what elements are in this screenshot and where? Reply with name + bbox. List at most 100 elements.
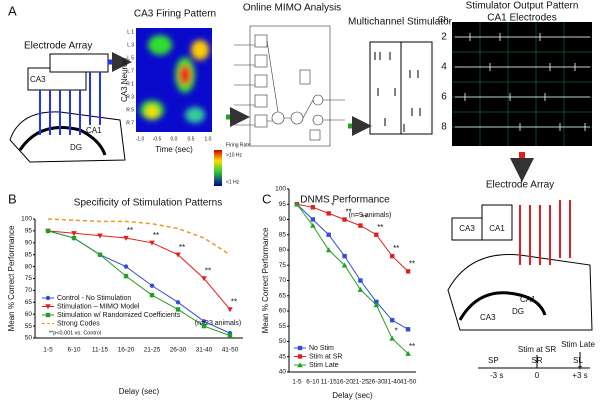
title: Multichannel Stimulator bbox=[348, 17, 453, 28]
charts: B Specificity of Stimulation Patterns Mean… bbox=[7, 186, 417, 400]
y-tick-label: 80 bbox=[25, 263, 33, 270]
colorbar bbox=[214, 150, 222, 186]
legend-label: Stim at SR bbox=[309, 353, 342, 360]
note: (n=23 animals) bbox=[195, 320, 242, 327]
point bbox=[45, 228, 51, 234]
label: Electrode Array bbox=[486, 180, 554, 191]
point bbox=[297, 362, 303, 368]
y-tick-label: 60 bbox=[279, 308, 287, 315]
y-tick-label: 70 bbox=[279, 277, 287, 284]
point bbox=[373, 302, 380, 308]
chart-title: DNMS Performance bbox=[300, 195, 390, 206]
legend-label: Strong Codes bbox=[57, 320, 100, 327]
label: -3 s bbox=[490, 371, 503, 380]
point bbox=[357, 286, 364, 292]
significance: ** bbox=[127, 226, 133, 235]
label: CA3 bbox=[30, 75, 46, 84]
x-tick-label: 26-30 bbox=[368, 379, 385, 386]
y-tick-label: 65 bbox=[25, 299, 33, 306]
legend-label: Control - No Stimulation bbox=[57, 295, 131, 302]
label: 0 bbox=[535, 371, 540, 380]
heatmap bbox=[136, 28, 212, 132]
significance: ** bbox=[205, 267, 211, 276]
tick-label: -1.0 bbox=[136, 136, 145, 142]
point bbox=[374, 232, 379, 237]
point bbox=[201, 276, 207, 282]
label: DG bbox=[512, 307, 524, 316]
point bbox=[389, 317, 395, 323]
axis-label: Time (sec) bbox=[155, 145, 193, 154]
significance: ** bbox=[231, 298, 237, 307]
x-tick-label: 41-50 bbox=[400, 379, 417, 386]
legend-label: No Stim bbox=[309, 345, 334, 352]
point bbox=[45, 295, 51, 301]
point bbox=[326, 232, 331, 237]
label: DG bbox=[70, 143, 82, 152]
scope-traces bbox=[455, 33, 590, 131]
point bbox=[149, 292, 155, 298]
tick-label: R 7 bbox=[126, 120, 134, 126]
point bbox=[297, 345, 303, 351]
channel-label: 4 bbox=[441, 62, 447, 73]
chart-title: Specificity of Stimulation Patterns bbox=[74, 198, 222, 209]
significance: * bbox=[331, 202, 334, 211]
y-tick-label: 65 bbox=[279, 292, 287, 299]
x-tick-label: 41-50 bbox=[222, 347, 239, 354]
point bbox=[405, 269, 411, 274]
point bbox=[310, 217, 316, 222]
y-tick-label: 100 bbox=[21, 216, 32, 223]
title: CA3 Firing Pattern bbox=[134, 9, 216, 20]
tick-label: R 3 bbox=[126, 94, 134, 100]
point bbox=[358, 278, 363, 283]
label: Stim Late bbox=[561, 340, 595, 349]
point bbox=[326, 211, 331, 216]
series-line bbox=[296, 203, 409, 272]
x-tick-label: 16-20 bbox=[118, 347, 135, 354]
x-tick-label: 26-30 bbox=[170, 347, 187, 354]
point bbox=[45, 312, 51, 318]
label: Electrode Array bbox=[24, 41, 92, 52]
significance: ** bbox=[345, 208, 351, 217]
label: CA1 bbox=[489, 224, 505, 233]
x-tick-label: 6-10 bbox=[306, 379, 319, 386]
point bbox=[45, 304, 51, 310]
point bbox=[374, 299, 379, 305]
label: Stim at SR bbox=[518, 345, 556, 354]
note: (n=9 animals) bbox=[349, 212, 392, 219]
channel-label: 2 bbox=[441, 32, 447, 43]
y-tick-label: 70 bbox=[25, 287, 33, 294]
tick-label: 0.0 bbox=[171, 136, 178, 142]
footnote: **p<0.001 vs. Control bbox=[49, 330, 101, 336]
scope bbox=[452, 22, 592, 146]
legend-label: Stim Late bbox=[309, 362, 339, 369]
point bbox=[97, 233, 103, 239]
point bbox=[71, 231, 77, 237]
legend-label: <1 Hz bbox=[226, 179, 240, 185]
tick-label: R 5 bbox=[126, 107, 134, 113]
significance: ** bbox=[153, 231, 159, 240]
point bbox=[405, 350, 411, 356]
x-tick-label: 31-40 bbox=[196, 347, 213, 354]
point bbox=[149, 283, 155, 288]
x-tick-label: 1-5 bbox=[292, 379, 302, 386]
tick-label: L 3 bbox=[127, 42, 134, 48]
tick-label: L 7 bbox=[127, 68, 134, 74]
tick-label: L 1 bbox=[127, 29, 134, 35]
array-box bbox=[49, 53, 109, 73]
point bbox=[201, 319, 207, 324]
label: CA3 bbox=[480, 313, 496, 322]
point bbox=[325, 247, 332, 253]
x-tick-label: 11-15 bbox=[92, 347, 109, 354]
point bbox=[405, 327, 411, 332]
point bbox=[297, 354, 303, 359]
label: +3 s bbox=[572, 371, 587, 380]
point bbox=[175, 300, 181, 305]
axis-label: CA3 Neuron bbox=[120, 58, 129, 102]
legend-label: Stimulation w/ Randomized Coefficients bbox=[57, 312, 181, 319]
y-tick-label: 75 bbox=[25, 275, 33, 282]
point bbox=[71, 235, 77, 241]
point bbox=[341, 262, 348, 268]
y-tick-label: 40 bbox=[279, 369, 287, 376]
title: Stimulator Output Pattern bbox=[466, 1, 579, 12]
point bbox=[342, 253, 347, 259]
